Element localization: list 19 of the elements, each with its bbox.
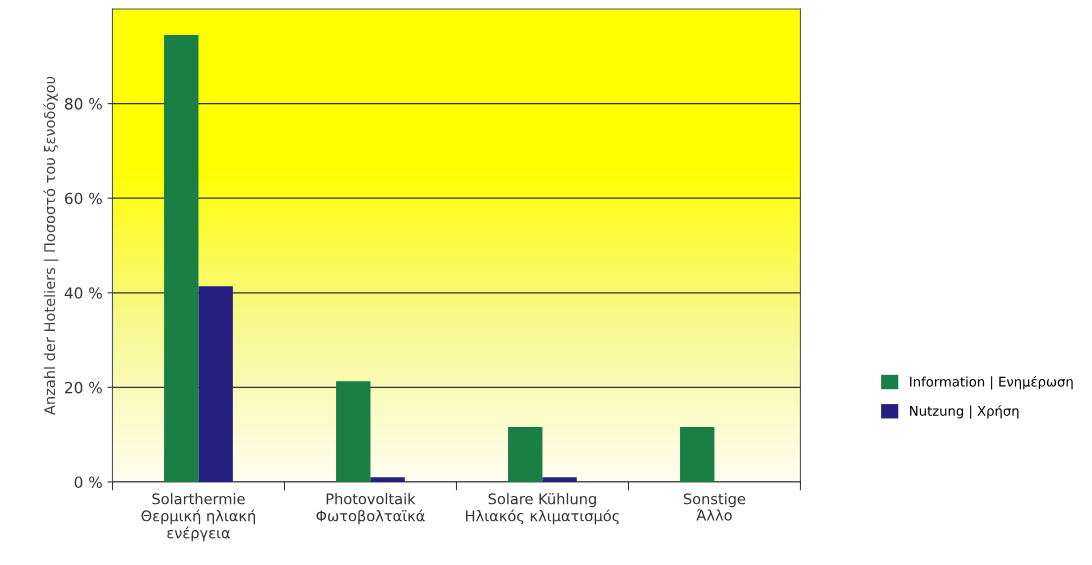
bar (370, 477, 405, 482)
legend-label: Nutzung | Χρήση (910, 405, 1019, 419)
legend-label: Information | Ενημέρωση (910, 375, 1073, 390)
bar (542, 477, 577, 482)
bar (198, 286, 233, 482)
y-tick-label: 40 % (64, 287, 102, 299)
y-tick-label: 60 % (65, 192, 102, 205)
bar (164, 35, 199, 482)
x-tick-label: Solarthermie Θερμική ηλιακή ενέργεια (141, 493, 256, 542)
y-tick-label: 0 % (74, 476, 102, 488)
y-tick-label: 80 % (64, 98, 102, 110)
x-tick-label: Photovoltaik Φωτοβολταϊκά (316, 493, 425, 525)
y-axis-title: Anzahl der Hoteliers | Ποσοστό του ξενοδόχου (43, 76, 59, 415)
y-tick-label: 20 % (65, 381, 102, 394)
bar (336, 381, 371, 482)
bar (680, 427, 715, 482)
bar (508, 427, 543, 482)
x-tick-label: Sonstige Άλλο (683, 493, 746, 521)
x-tick-label: Solare Kühlung Ηλιακός κλιματισμός (466, 493, 619, 525)
